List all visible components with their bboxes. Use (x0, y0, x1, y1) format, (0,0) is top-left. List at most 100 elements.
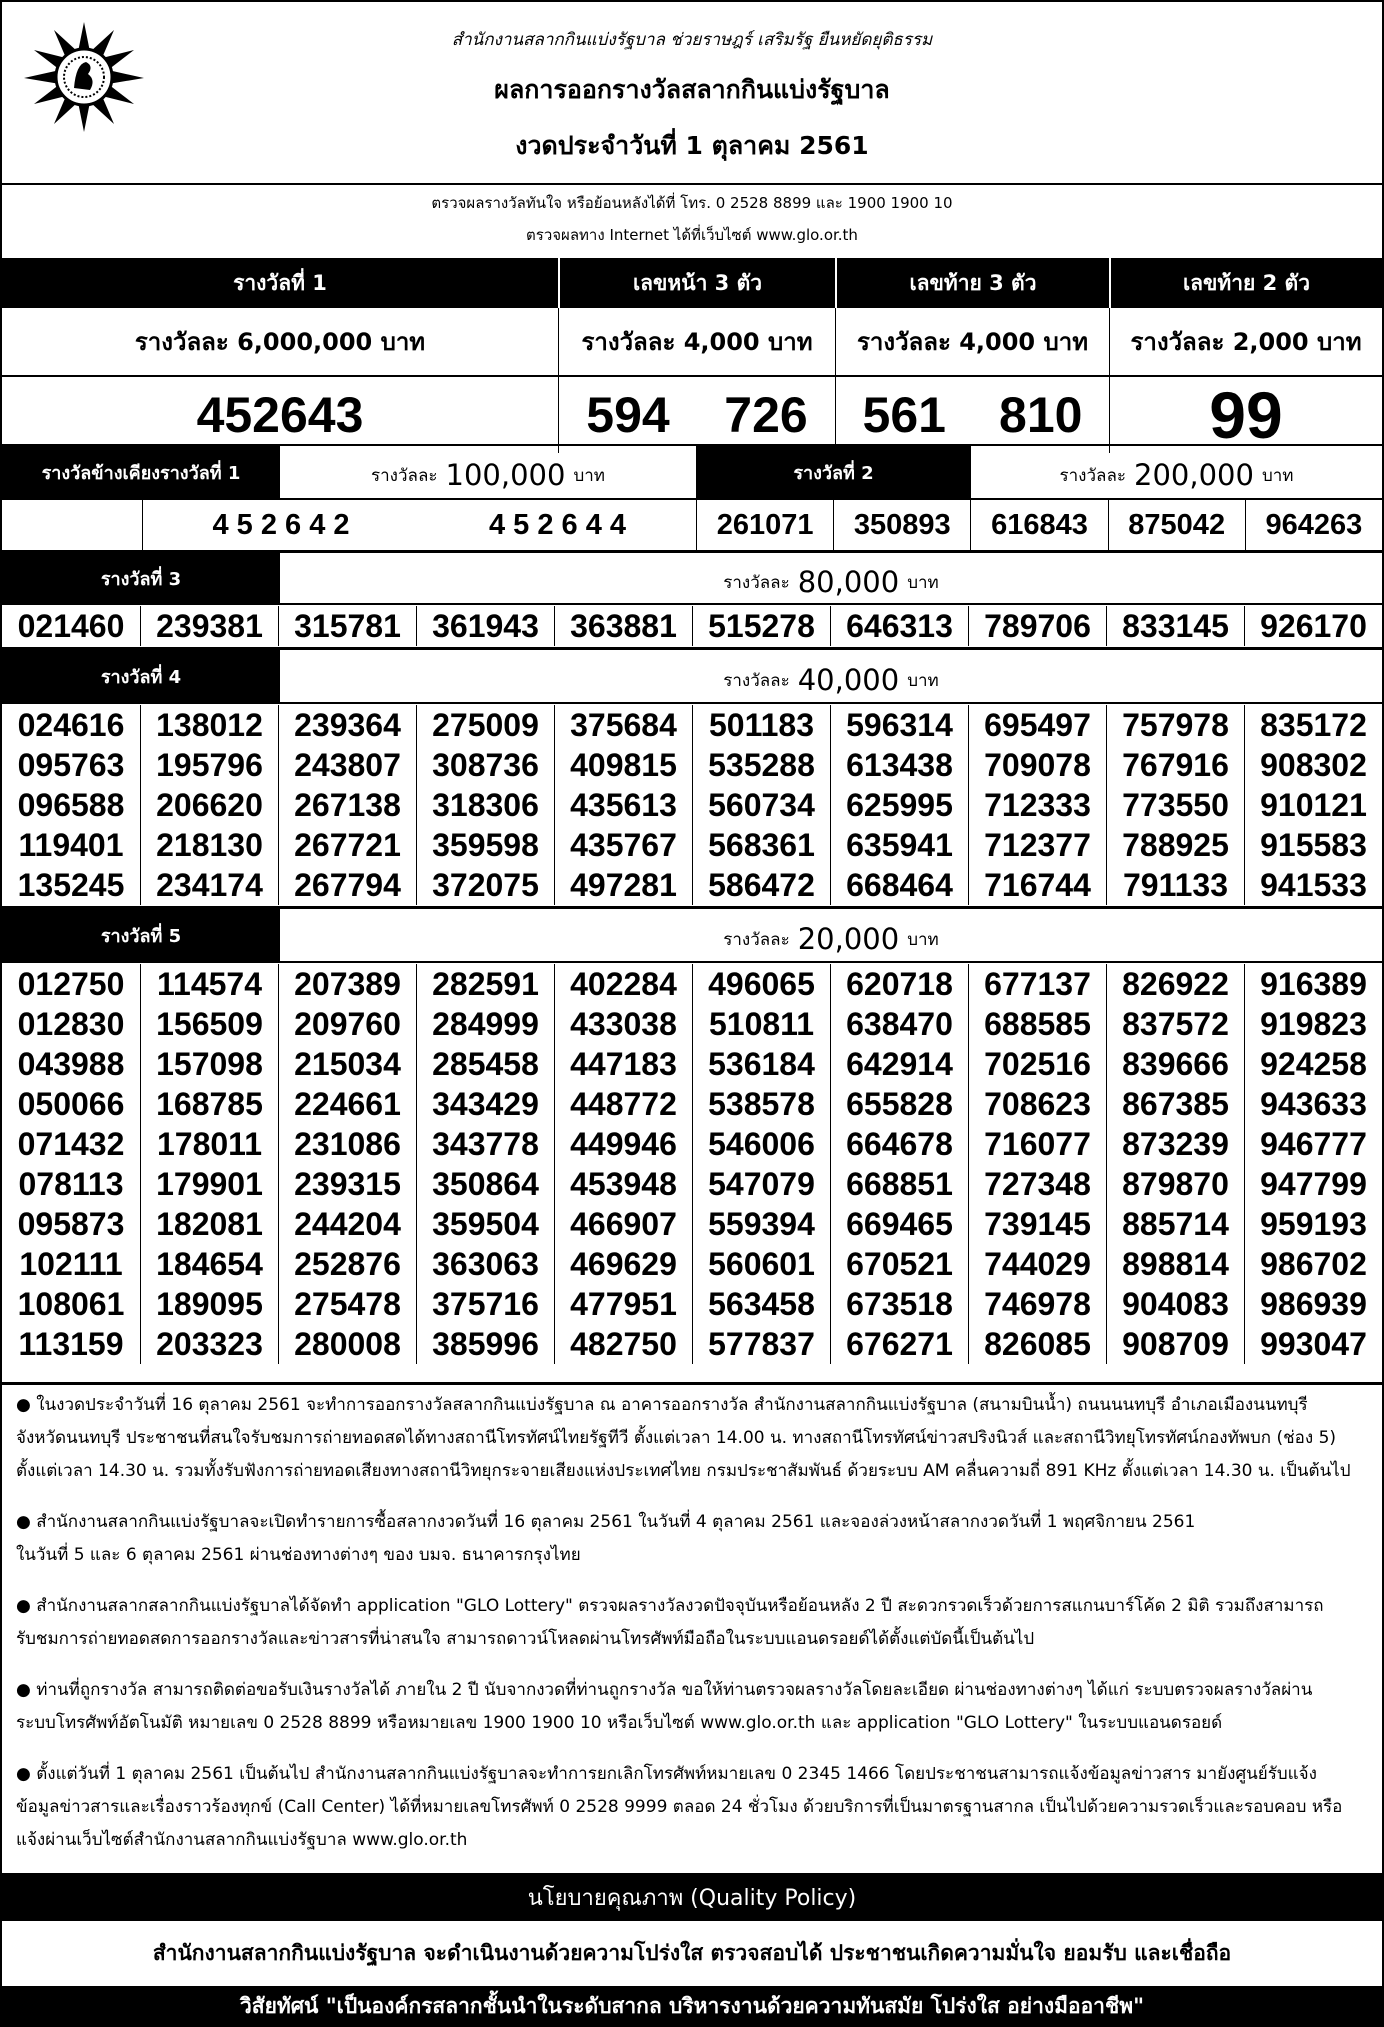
header: สำนักงานสลากกินแบ่งรัฐบาล ช่วยราษฎร์ เสร… (2, 2, 1382, 183)
fourth-prize-number: 096588 (17, 786, 125, 823)
fourth-prize-number: 239364 (278, 705, 416, 745)
fifth-prize-number: 178011 (140, 1124, 278, 1164)
fourth-prize-number: 788925 (1106, 825, 1244, 865)
last2-number: 99 (1109, 377, 1382, 453)
fourth-prize-number: 586472 (692, 865, 830, 905)
unit: บาท (907, 929, 939, 950)
phone-line: ตรวจผลรางวัลทันใจ หรือย้อนหลังได้ที่ โทร… (431, 194, 953, 212)
announcement-line: ● สำนักงานสลากกินแบ่งรัฐบาลจะเปิดทำรายกา… (16, 1512, 1196, 1532)
fifth-prize-number: 375716 (416, 1284, 554, 1324)
near-second-numbers: 4 5 2 6 4 2 4 5 2 6 4 4 261071 350893 61… (2, 498, 1382, 550)
fifth-prize-number: 688585 (968, 1004, 1106, 1044)
second-prize-number: 261071 (696, 500, 833, 550)
first-prize-label: รางวัลที่ 1 (233, 270, 327, 295)
fifth-prize-section: รางวัลที่ 5 รางวัลละ 20,000 บาท 012750 114574… (2, 906, 1382, 1365)
fourth-prize-number: 243807 (278, 745, 416, 785)
fifth-prize-number: 839666 (1106, 1044, 1244, 1084)
announcements: ● ในงวดประจำวันที่ 16 ตุลาคม 2561 จะทำกา… (2, 1382, 1382, 1875)
fifth-prize-number: 252876 (278, 1244, 416, 1284)
fifth-prize-number: 510811 (692, 1004, 830, 1044)
fifth-prize-number: 209760 (278, 1004, 416, 1044)
fifth-prize-number: 433038 (554, 1004, 692, 1044)
fifth-prize-number: 867385 (1106, 1084, 1244, 1124)
fourth-prize-number: 915583 (1244, 825, 1382, 865)
fourth-prize-number: 910121 (1244, 785, 1382, 825)
fourth-prize-number: 409815 (554, 745, 692, 785)
fourth-prize-number: 767916 (1106, 745, 1244, 785)
fourth-prize-number: 267721 (278, 825, 416, 865)
fifth-prize-number: 727348 (968, 1164, 1106, 1204)
fourth-prize-label: รางวัลที่ 4 (2, 650, 280, 702)
third-prize-amount: 80,000 (797, 565, 900, 599)
fourth-prize-number: 375684 (554, 705, 692, 745)
fourth-prize-number: 372075 (416, 865, 554, 905)
fourth-prize-number: 308736 (416, 745, 554, 785)
announcement-item: ● ตั้งแต่วันที่ 1 ตุลาคม 2561 เป็นต้นไป … (16, 1758, 1368, 1857)
fourth-prize-number: 119401 (18, 826, 124, 863)
fourth-prize-number: 535288 (692, 745, 830, 785)
top-prize-numbers: 452643 594 726 561 810 99 (2, 377, 1382, 453)
fifth-prize-number: 904083 (1106, 1284, 1244, 1324)
fifth-prize-number: 477951 (554, 1284, 692, 1324)
fifth-prize-number: 469629 (554, 1244, 692, 1284)
last3-label: เลขท้าย 3 ตัว (835, 258, 1109, 308)
fourth-prize-number: 941533 (1244, 865, 1382, 905)
fifth-prize-number: 095873 (17, 1205, 125, 1242)
third-prize-number: 646313 (830, 606, 968, 646)
fifth-prize-number: 071432 (17, 1125, 125, 1162)
prize-sections: รางวัลที่ 3 รางวัลละ 80,000 บาท 021460 239381… (2, 550, 1382, 1365)
fifth-prize-number: 449946 (554, 1124, 692, 1164)
fourth-prize-section: รางวัลที่ 4 รางวัลละ 40,000 บาท 024616 138012… (2, 647, 1382, 906)
fifth-prize-number: 826085 (968, 1324, 1106, 1364)
fourth-prize-number: 695497 (968, 705, 1106, 745)
fourth-prize-number: 791133 (1106, 865, 1244, 905)
vision-statement: วิสัยทัศน์ "เป็นองค์กรสลากชั้นนำในระดับส… (2, 1986, 1382, 2027)
fifth-prize-header: รางวัลที่ 5 รางวัลละ 20,000 บาท (2, 909, 1382, 961)
front3-number: 594 (586, 387, 670, 443)
announcement-item: ● ในงวดประจำวันที่ 16 ตุลาคม 2561 จะทำกา… (16, 1389, 1368, 1488)
fifth-prize-number: 363063 (416, 1244, 554, 1284)
announcement-line: รับชมการถ่ายทอดสดการออกรางวัลและข่าวสารท… (16, 1629, 1035, 1649)
fifth-prize-number: 744029 (968, 1244, 1106, 1284)
glo-emblem-logo (24, 22, 144, 132)
announcement-line: ● ท่านที่ถูกรางวัล สามารถติดต่อขอรับเงิน… (16, 1680, 1313, 1700)
fourth-prize-number: 435613 (554, 785, 692, 825)
fifth-prize-number: 559394 (692, 1204, 830, 1244)
fifth-prize-number: 385996 (416, 1324, 554, 1364)
fourth-prize-number: 206620 (140, 785, 278, 825)
announcement-line: ในวันที่ 5 และ 6 ตุลาคม 2561 ผ่านช่องทาง… (16, 1545, 581, 1565)
announcement-line: ● ในงวดประจำวันที่ 16 ตุลาคม 2561 จะทำกา… (16, 1395, 1308, 1415)
front3-amount: รางวัลละ 4,000 บาท (558, 308, 835, 375)
fourth-prize-number: 359598 (416, 825, 554, 865)
fifth-prize-number: 620718 (830, 964, 968, 1004)
last2-label: เลขท้าย 2 ตัว (1109, 258, 1382, 308)
fifth-prize-number: 669465 (830, 1204, 968, 1244)
fifth-prize-number: 959193 (1244, 1204, 1382, 1244)
fifth-prize-number: 043988 (17, 1045, 125, 1082)
fifth-prize-number: 536184 (692, 1044, 830, 1084)
fifth-prize-number: 447183 (554, 1044, 692, 1084)
fifth-prize-number: 908709 (1106, 1324, 1244, 1364)
third-prize-numbers: 021460 239381 315781 361943 363881 515278 6463… (2, 603, 1382, 647)
fifth-prize-number: 664678 (830, 1124, 968, 1164)
fourth-prize-number: 024616 (17, 706, 125, 743)
fourth-prize-number: 267138 (278, 785, 416, 825)
fifth-prize-amount: 20,000 (797, 922, 900, 956)
fourth-prize-number: 613438 (830, 745, 968, 785)
second-prize-number: 964263 (1244, 500, 1382, 550)
fifth-prize-number: 879870 (1106, 1164, 1244, 1204)
first-prize-number: 452643 (196, 387, 364, 443)
announcement-line: ข้อมูลข่าวสารและเรื่องราวร้องทุกข์ (Call… (16, 1797, 1343, 1817)
announcement-item: ● ท่านที่ถูกรางวัล สามารถติดต่อขอรับเงิน… (16, 1674, 1368, 1740)
last3-amount: รางวัลละ 4,000 บาท (835, 308, 1109, 375)
fourth-prize-number: 497281 (554, 865, 692, 905)
near-second-header: รางวัลข้างเคียงรางวัลที่ 1 รางวัลละ 100,0… (2, 444, 1382, 498)
fifth-prize-number: 702516 (968, 1044, 1106, 1084)
third-prize-section: รางวัลที่ 3 รางวัลละ 80,000 บาท 021460 239381… (2, 550, 1382, 647)
fifth-prize-number: 012830 (17, 1005, 125, 1042)
fifth-prize-number: 708623 (968, 1084, 1106, 1124)
fifth-prize-number: 993047 (1244, 1324, 1382, 1364)
announcement-line: แจ้งผ่านเว็บไซต์สำนักงานสลากกินแบ่งรัฐบา… (16, 1830, 468, 1850)
fifth-prize-number: 670521 (830, 1244, 968, 1284)
third-prize-number: 515278 (692, 606, 830, 646)
